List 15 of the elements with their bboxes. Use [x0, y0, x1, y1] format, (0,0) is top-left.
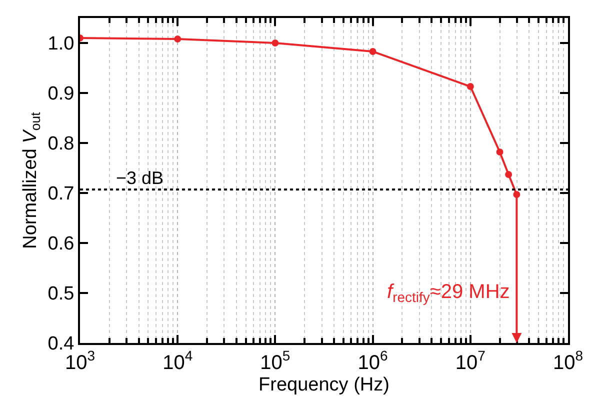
y-tick-label: 1.0 [48, 34, 74, 55]
y-tick-label: 0.5 [48, 284, 74, 305]
x-tick-label: 10$^{7}$ [455, 348, 486, 374]
x-tick-label: 10$^{8}$ [552, 348, 584, 374]
x-tick-label: 10$^{6}$ [358, 348, 388, 374]
x-tick-label: 10$^{5}$ [260, 348, 290, 374]
y-tick-label: 0.8 [48, 134, 74, 155]
x-axis-title: Frequency (Hz) [258, 374, 390, 396]
y-tick-label: 0.9 [48, 84, 74, 105]
ref-line-label: −3 dB [116, 168, 164, 188]
y-tick-label: 0.4 [48, 334, 75, 355]
x-tick-label: 10$^{4}$ [162, 348, 193, 374]
y-tick-label: 0.7 [48, 184, 74, 205]
annotation: f$_{rectify}$≈29 MHz [387, 281, 510, 306]
y-tick-label: 0.6 [48, 234, 74, 255]
